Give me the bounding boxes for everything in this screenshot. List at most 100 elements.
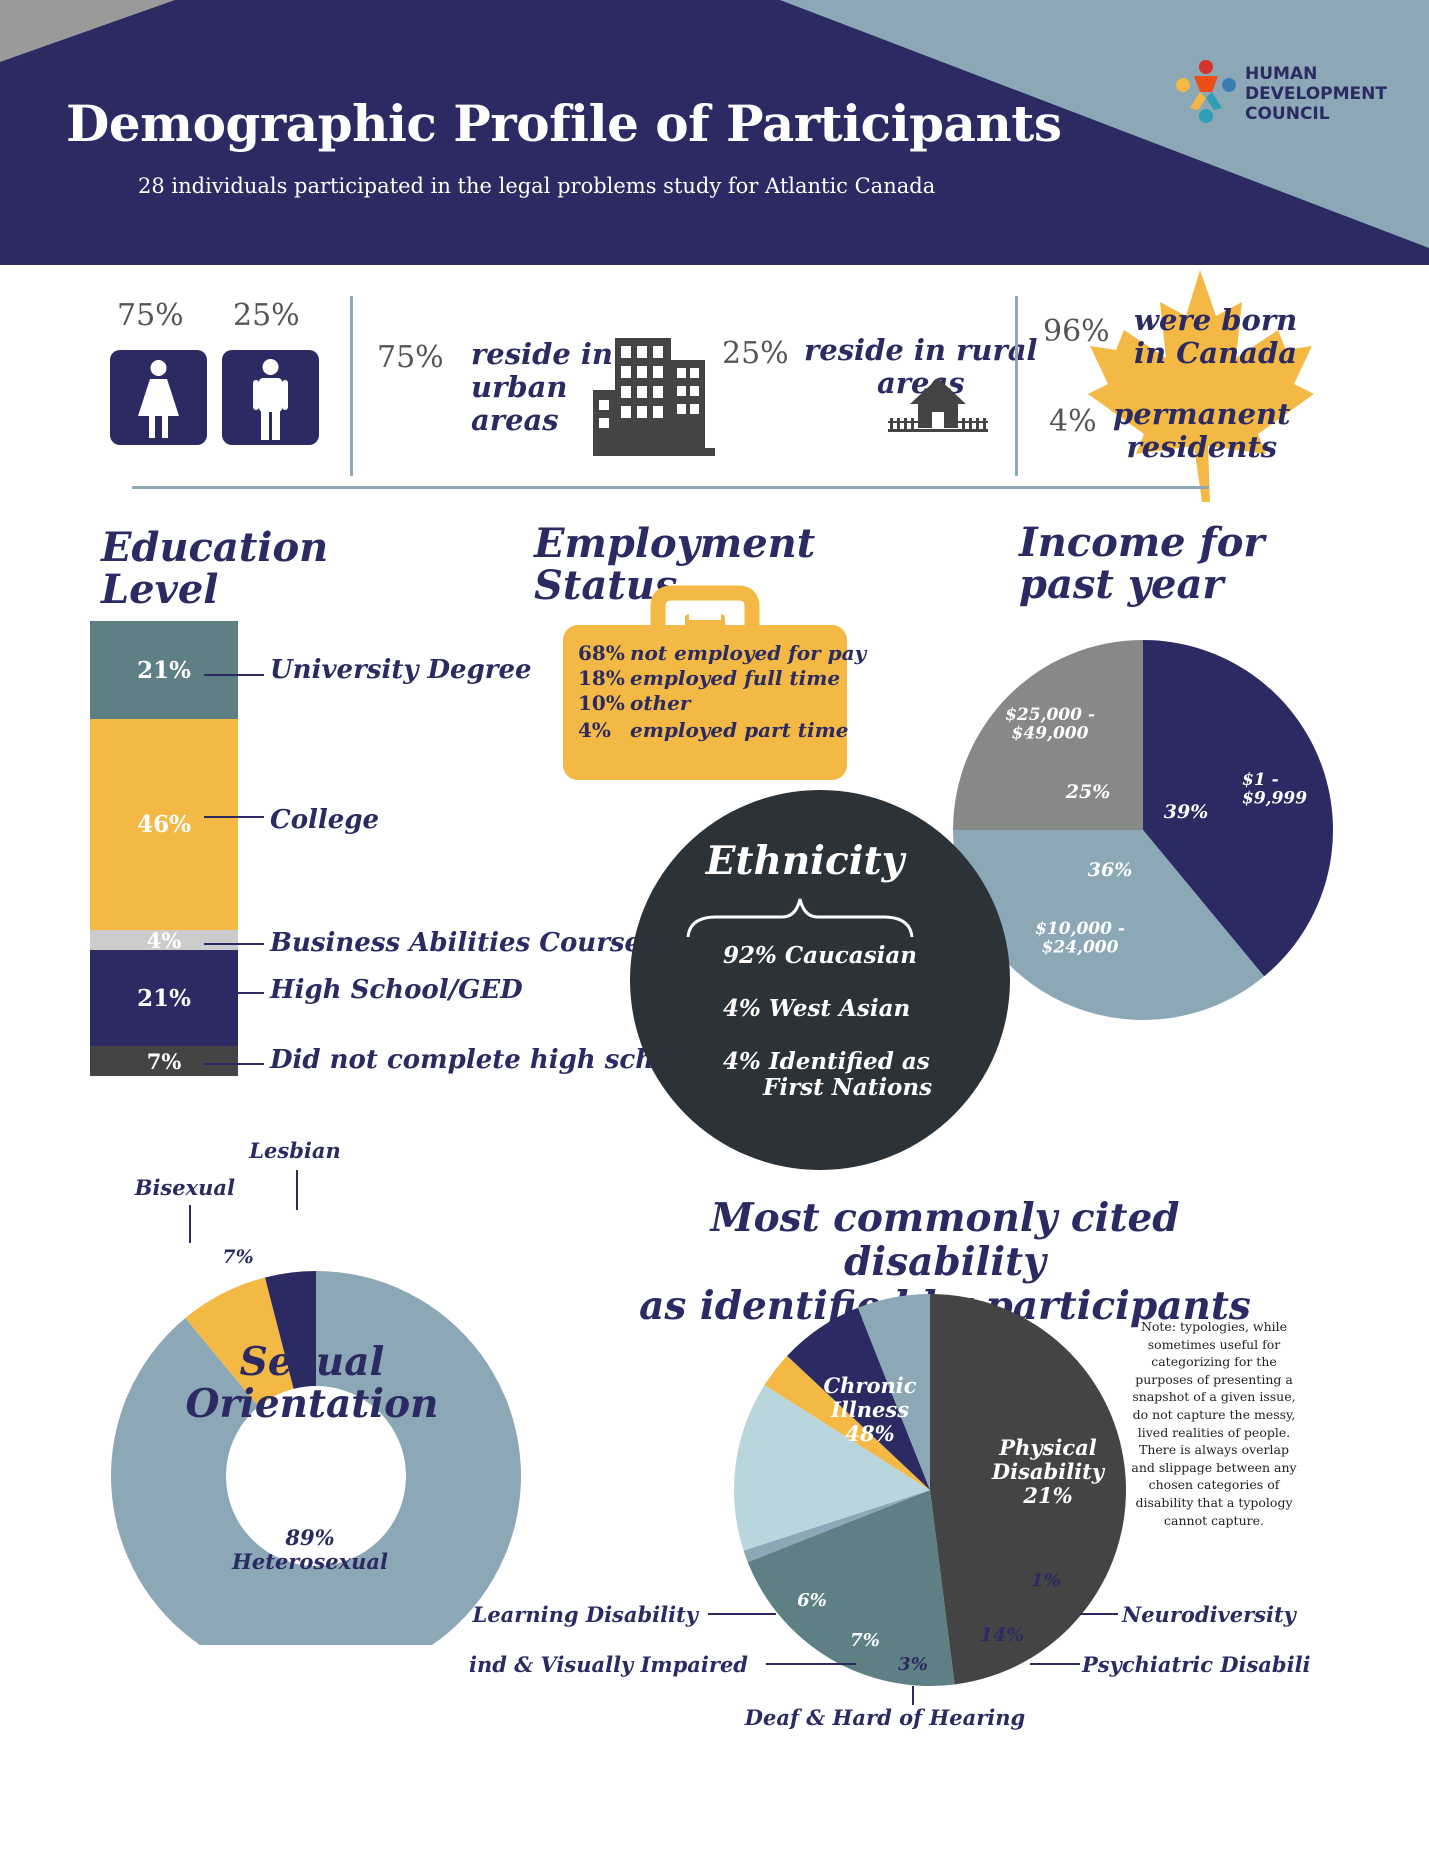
- outer-label: Psychiatric Disability: [1081, 1652, 1310, 1677]
- employment-row: 18% employed full time: [578, 666, 840, 690]
- pie-slice-1: [747, 1490, 955, 1686]
- logo-line: HUMAN: [1245, 64, 1318, 84]
- pie-slice-4: [764, 1355, 930, 1490]
- pie-slice-0: [1143, 640, 1333, 977]
- urban-text-line: urban: [471, 370, 568, 404]
- born-text-line: in Canada: [1134, 336, 1298, 370]
- slice-label-line: $24,000: [1042, 938, 1119, 958]
- income-pie-chart: $1 -$9,999 39% 36% $10,000 -$24,000 $25,000 …: [953, 640, 1333, 1020]
- pie-slice-0: [930, 1294, 1126, 1685]
- slice-percent-line: 6%: [797, 1590, 827, 1611]
- slice-percent: 25%: [1065, 781, 1111, 803]
- disability-pie-chart: Chronic Illness 48% Physical Disability 21% 1%…: [470, 1294, 1310, 1730]
- education-title-line: Level: [101, 566, 219, 613]
- female-percent: 75%: [117, 298, 184, 333]
- divider-vertical: [1015, 296, 1018, 476]
- slice-label: $1 -$9,999: [1242, 770, 1307, 809]
- ethnicity-item: First Nations: [763, 1074, 933, 1101]
- leader-line: [204, 674, 264, 676]
- house-with-fence-icon: [888, 378, 988, 432]
- page-subtitle: 28 individuals participated in the legal…: [138, 174, 936, 198]
- donut-slice-percent: 4%: [279, 1220, 310, 1242]
- outer-label: Deaf & Hard of Hearing: [744, 1705, 1025, 1730]
- employment-title: Employment Status: [534, 523, 815, 607]
- pie-slice-5: [787, 1307, 930, 1490]
- employment-label: employed full time: [630, 666, 841, 690]
- donut-outer-label: Lesbian: [248, 1138, 341, 1163]
- logo-icon: [1176, 60, 1236, 123]
- slice-percent: 3%: [898, 1654, 928, 1675]
- donut-slice-2: [265, 1271, 316, 1389]
- donut-center-title: Sexual Orientation: [186, 1339, 439, 1427]
- employment-label: employed part time: [630, 718, 849, 742]
- slice-percent-line: 36%: [1088, 859, 1133, 881]
- slice-label-line: 21%: [1022, 1483, 1072, 1508]
- office-building-icon: [593, 338, 715, 456]
- donut-slice-label-line: Heterosexual: [231, 1549, 388, 1574]
- maple-leaf-icon: [1088, 270, 1314, 502]
- donut-outer-label: Bisexual: [134, 1175, 235, 1200]
- pie-slice-2: [953, 640, 1143, 830]
- slice-percent-line: 25%: [1065, 781, 1111, 803]
- outer-label: Learning Disability: [472, 1602, 700, 1627]
- slice-percent: 36%: [1088, 859, 1133, 881]
- employment-percent: 10%: [578, 691, 625, 715]
- slice-label: $25,000 -$49,000: [1005, 705, 1095, 744]
- pie-slice-2: [743, 1490, 930, 1563]
- brace-icon: [686, 898, 914, 938]
- permanent-resident-text-line: permanent: [1113, 397, 1291, 431]
- slice-label-line: $10,000 -: [1035, 919, 1125, 939]
- education-label-university: University Degree: [270, 655, 532, 685]
- education-label-college: College: [270, 805, 380, 835]
- leader-line: [204, 816, 264, 818]
- slice-label-line: Illness: [830, 1397, 909, 1422]
- outer-label-line: Neurodiversity: [1121, 1602, 1298, 1627]
- employment-row: 68% not employed for pay: [578, 641, 866, 665]
- slice-label-line: Physical: [998, 1435, 1096, 1460]
- ethnicity-item: 4% West Asian: [723, 995, 911, 1022]
- outer-label-line: Learning Disability: [472, 1602, 700, 1627]
- pie-slice-6: [857, 1294, 930, 1490]
- income-title-line: Income for: [1019, 519, 1265, 566]
- slice-label: $10,000 -$24,000: [1035, 919, 1125, 958]
- slice-label: Physical Disability 21%: [991, 1435, 1106, 1508]
- urban-text: reside in urban areas: [471, 338, 613, 437]
- education-label-business: Business Abilities Course: [270, 928, 642, 958]
- donut-slice-percent: 7%: [222, 1246, 253, 1268]
- education-bar-no-highschool: 7%: [90, 1046, 238, 1076]
- bar-label: 21%: [137, 656, 191, 684]
- leader-line: [204, 943, 264, 945]
- slice-label-line: $49,000: [1012, 724, 1089, 744]
- slice-label-line: $9,999: [1242, 789, 1307, 809]
- male-person-icon: [222, 350, 319, 445]
- outer-label-line: Deaf & Hard of Hearing: [744, 1705, 1025, 1730]
- education-bar-highschool: 21%: [90, 950, 238, 1046]
- slice-label: Chronic Illness 48%: [823, 1373, 916, 1446]
- slice-label-line: 48%: [845, 1421, 894, 1446]
- slice-percent-line: 14%: [980, 1624, 1025, 1646]
- slice-label-line: Chronic: [823, 1373, 916, 1398]
- education-label-no-highschool: Did not complete high school: [270, 1045, 699, 1075]
- education-title-line: Education: [101, 524, 329, 571]
- permanent-resident-percent: 4%: [1049, 404, 1097, 439]
- male-percent: 25%: [233, 298, 300, 333]
- divider-horizontal: [132, 486, 1209, 489]
- logo-line: COUNCIL: [1245, 104, 1330, 124]
- urban-text-line: reside in: [471, 337, 613, 371]
- slice-percent-line: 1%: [1031, 1570, 1061, 1591]
- rural-percent: 25%: [722, 336, 789, 371]
- slice-percent: 1%: [1031, 1570, 1061, 1591]
- briefcase-icon: [563, 585, 847, 780]
- ethnicity-item: 4% Identified as: [723, 1048, 930, 1075]
- pie-slice-3: [734, 1384, 930, 1551]
- outer-label: Neurodiversity: [1121, 1602, 1298, 1627]
- born-percent: 96%: [1043, 314, 1110, 349]
- education-label-highschool: High School/GED: [270, 975, 523, 1005]
- employment-percent: 68%: [578, 641, 625, 665]
- logo-line: DEVELOPMENT: [1245, 84, 1387, 104]
- slice-label-line: $25,000 -: [1005, 705, 1095, 725]
- donut-slice-percent-line: 4%: [279, 1220, 310, 1242]
- permanent-resident-text-line: residents: [1126, 430, 1278, 464]
- employment-row: 10% other: [578, 691, 690, 715]
- outer-label-line: Blind & Visually Impaired: [470, 1652, 748, 1677]
